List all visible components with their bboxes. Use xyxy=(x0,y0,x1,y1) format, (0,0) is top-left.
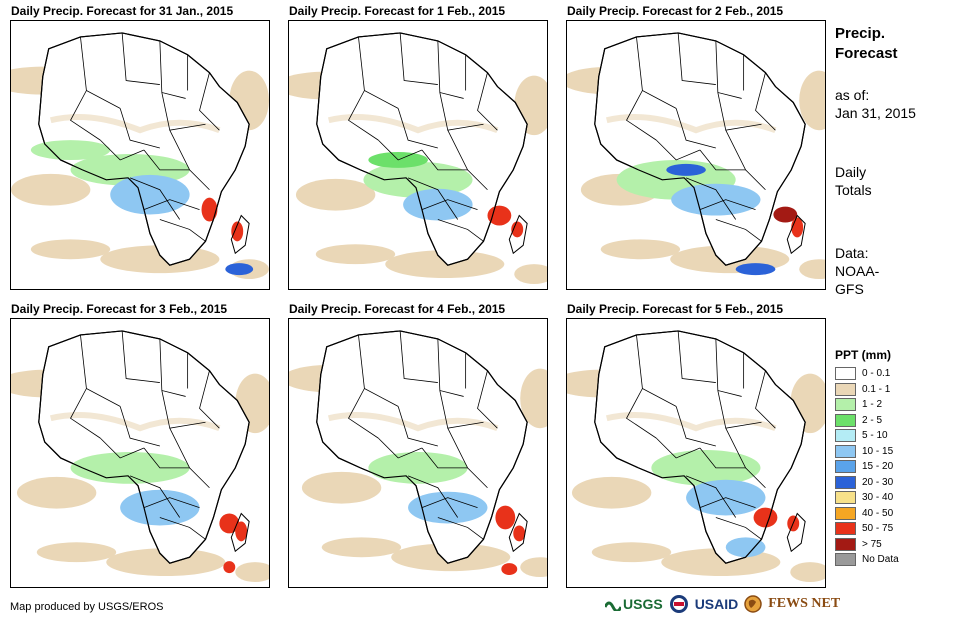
map-panel-6 xyxy=(566,318,826,588)
panel-title-6: Daily Precip. Forecast for 5 Feb., 2015 xyxy=(567,302,784,316)
map-panel-2 xyxy=(288,20,548,290)
usaid-logo-text: USAID xyxy=(694,596,739,612)
legend-row: No Data xyxy=(835,552,899,568)
credit-text: Map produced by USGS/EROS xyxy=(10,601,164,613)
usaid-seal-icon xyxy=(669,595,688,613)
africa-map xyxy=(11,21,269,289)
panel-title-4: Daily Precip. Forecast for 3 Feb., 2015 xyxy=(11,302,228,316)
fews-net-logo-text: FEWS NET xyxy=(768,596,841,611)
legend-swatch xyxy=(835,491,856,505)
legend-row: > 75 xyxy=(835,537,899,553)
legend-label: No Data xyxy=(862,554,899,566)
map-panel-4 xyxy=(10,318,270,588)
legend-row: 50 - 75 xyxy=(835,521,899,537)
legend-swatch xyxy=(835,506,856,520)
legend-row: 5 - 10 xyxy=(835,428,899,444)
africa-map xyxy=(289,21,547,289)
legend-swatch xyxy=(835,475,856,489)
legend-title: PPT (mm) xyxy=(835,348,892,362)
legend-label: 15 - 20 xyxy=(862,461,894,473)
legend-label: 0.1 - 1 xyxy=(862,383,891,395)
legend-row: 10 - 15 xyxy=(835,444,899,460)
legend-row: 15 - 20 xyxy=(835,459,899,475)
legend-label: 10 - 15 xyxy=(862,445,894,457)
logo-strip: USGS USAID FEWS NET xyxy=(605,594,840,614)
legend-swatch xyxy=(835,382,856,396)
africa-map xyxy=(567,21,825,289)
data-source-block: Data: NOAA- GFS xyxy=(835,245,880,297)
legend-swatch xyxy=(835,537,856,551)
legend-row: 0 - 0.1 xyxy=(835,366,899,382)
map-panel-3 xyxy=(566,20,826,290)
legend-swatch xyxy=(835,444,856,458)
fews-net-globe-icon xyxy=(744,595,762,613)
legend-label: 40 - 50 xyxy=(862,507,894,519)
legend-row: 30 - 40 xyxy=(835,490,899,506)
map-panel-5 xyxy=(288,318,548,588)
panel-title-1: Daily Precip. Forecast for 31 Jan., 2015 xyxy=(11,4,234,18)
legend-label: > 75 xyxy=(862,538,882,550)
africa-map xyxy=(567,319,825,587)
map-panel-1 xyxy=(10,20,270,290)
panel-title-3: Daily Precip. Forecast for 2 Feb., 2015 xyxy=(567,4,784,18)
africa-map xyxy=(289,319,547,587)
legend: 0 - 0.1 0.1 - 1 1 - 2 2 - 5 5 - 10 10 - 15 15 … xyxy=(835,366,899,568)
legend-label: 0 - 0.1 xyxy=(862,368,891,380)
legend-label: 30 - 40 xyxy=(862,492,894,504)
legend-label: 50 - 75 xyxy=(862,523,894,535)
legend-swatch xyxy=(835,413,856,427)
legend-row: 0.1 - 1 xyxy=(835,382,899,398)
legend-swatch xyxy=(835,398,856,412)
forecast-title: Precip. Forecast xyxy=(835,25,898,62)
legend-row: 2 - 5 xyxy=(835,413,899,429)
legend-swatch xyxy=(835,429,856,443)
legend-label: 1 - 2 xyxy=(862,399,883,411)
panel-title-5: Daily Precip. Forecast for 4 Feb., 2015 xyxy=(289,302,506,316)
legend-row: 40 - 50 xyxy=(835,506,899,522)
usgs-logo: USGS xyxy=(605,596,663,612)
legend-label: 2 - 5 xyxy=(862,414,883,426)
legend-swatch xyxy=(835,553,856,567)
legend-label: 20 - 30 xyxy=(862,476,894,488)
totals-block: Daily Totals xyxy=(835,164,872,198)
legend-swatch xyxy=(835,367,856,381)
usgs-wave-icon xyxy=(605,601,621,611)
legend-row: 1 - 2 xyxy=(835,397,899,413)
as-of-block: as of: Jan 31, 2015 xyxy=(835,87,916,121)
legend-swatch xyxy=(835,460,856,474)
panel-title-2: Daily Precip. Forecast for 1 Feb., 2015 xyxy=(289,4,506,18)
legend-swatch xyxy=(835,522,856,536)
legend-label: 5 - 10 xyxy=(862,430,888,442)
africa-map xyxy=(11,319,269,587)
legend-row: 20 - 30 xyxy=(835,475,899,491)
